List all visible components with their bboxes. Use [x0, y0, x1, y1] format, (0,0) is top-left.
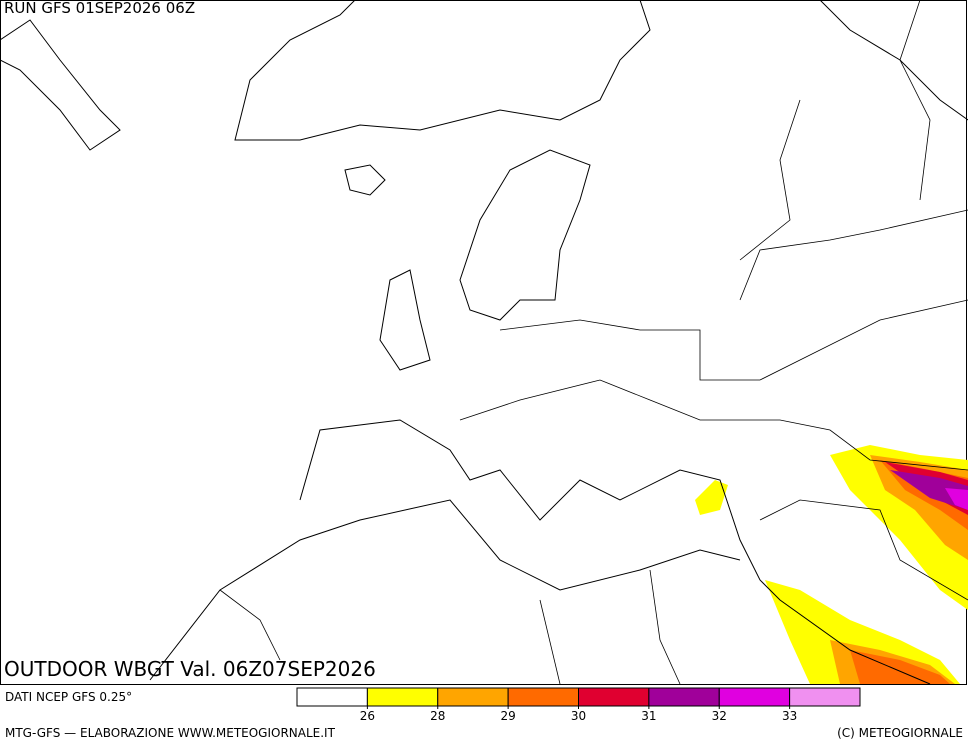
- borders: [219, 0, 968, 685]
- border-line: [499, 299, 968, 381]
- colorbar-label: 30: [571, 709, 586, 723]
- border-line: [759, 499, 968, 601]
- mediterranean-north: [299, 419, 931, 685]
- shaded-area: [850, 650, 950, 684]
- shaded-area: [695, 480, 728, 515]
- canada-coast: [0, 19, 121, 151]
- colorbar-label: 26: [360, 709, 375, 723]
- border-line: [219, 569, 681, 685]
- coastlines: [0, 0, 968, 685]
- color-box: [789, 687, 861, 707]
- shaded-area: [765, 580, 960, 684]
- footer-right: (C) METEOGIORNALE: [837, 726, 963, 740]
- shaded-area: [945, 488, 968, 510]
- colorbar-label: 29: [500, 709, 515, 723]
- britain: [379, 269, 431, 371]
- footer-left: MTG-GFS — ELABORAZIONE WWW.METEOGIORNALE…: [5, 726, 336, 740]
- africa-coast: [149, 499, 741, 681]
- color-box: [507, 687, 579, 707]
- color-box: [578, 687, 650, 707]
- color-box: [366, 687, 439, 707]
- border-line: [739, 209, 968, 301]
- color-box: [296, 687, 368, 707]
- colorbar-label: 33: [782, 709, 797, 723]
- run-label: RUN GFS 01SEP2026 06Z: [4, 0, 195, 17]
- wbgt-shading: [695, 445, 968, 684]
- colorbar-label: 32: [712, 709, 727, 723]
- colorbar: 26 28 29 30 31 32 33: [296, 687, 861, 723]
- colorbar-label: 31: [641, 709, 656, 723]
- source-label: DATI NCEP GFS 0.25°: [5, 690, 132, 704]
- greenland: [234, 0, 651, 141]
- border-line: [739, 0, 931, 261]
- color-box: [648, 687, 720, 707]
- map-title: OUTDOOR WBGT Val. 06Z07SEP2026: [4, 657, 376, 681]
- color-box: [718, 687, 791, 707]
- shaded-area: [890, 470, 968, 510]
- scandinavia: [459, 149, 591, 321]
- colorbar-label: 28: [430, 709, 445, 723]
- border-line: [459, 379, 968, 471]
- color-box: [437, 687, 509, 707]
- map-frame: [0, 0, 967, 685]
- iceland: [344, 164, 386, 196]
